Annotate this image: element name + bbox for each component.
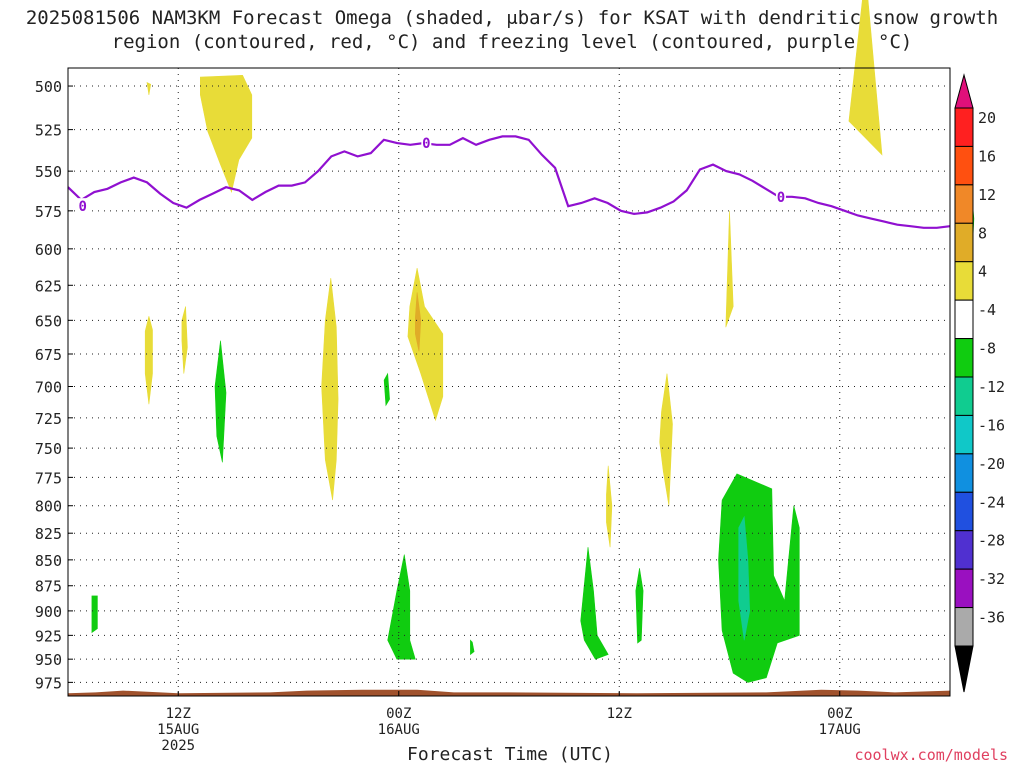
colorbar-swatch bbox=[954, 299, 974, 340]
y-tick-label: 850 bbox=[35, 552, 62, 570]
colorbar-label: -16 bbox=[978, 416, 1005, 434]
y-tick-label: 975 bbox=[35, 674, 62, 692]
y-tick-label: 750 bbox=[35, 440, 62, 458]
colorbar-top-arrow bbox=[954, 73, 974, 109]
y-tick-label: 825 bbox=[35, 525, 62, 543]
omega-area bbox=[200, 74, 253, 194]
surface-layer bbox=[68, 689, 950, 696]
freezing-level-layer: 0 0 0 bbox=[67, 135, 951, 229]
colorbar-swatch bbox=[954, 107, 974, 147]
freezing-label-bg bbox=[77, 198, 88, 213]
y-tick-label: 925 bbox=[35, 627, 62, 645]
y-tick-label: 775 bbox=[35, 469, 62, 487]
colorbar-label: -4 bbox=[978, 301, 996, 319]
y-tick-label: 650 bbox=[35, 312, 62, 330]
omega-area bbox=[146, 81, 152, 95]
plot-frame bbox=[67, 67, 951, 697]
freezing-level-label: 0 bbox=[78, 199, 86, 215]
omega-area bbox=[214, 340, 227, 463]
y-tick-label: 500 bbox=[35, 78, 62, 96]
omega-area bbox=[659, 373, 673, 506]
colorbar-label: 12 bbox=[978, 186, 996, 204]
colorbar-swatch bbox=[954, 145, 974, 186]
omega-area bbox=[738, 515, 751, 641]
omega-area bbox=[387, 554, 416, 660]
colorbar-label: -32 bbox=[978, 570, 1005, 588]
colorbar-label: -12 bbox=[978, 378, 1005, 396]
x-axis-label: Forecast Time (UTC) bbox=[407, 744, 613, 765]
freezing-level-label: 0 bbox=[777, 190, 785, 206]
x-tick-label: 16AUG bbox=[378, 722, 420, 738]
colorbar-label: 8 bbox=[978, 224, 987, 242]
y-tick-label: 550 bbox=[35, 163, 62, 181]
y-tick-label: 625 bbox=[35, 277, 62, 295]
surface-area bbox=[68, 689, 950, 696]
colorbar-label: -24 bbox=[978, 493, 1005, 511]
y-tick-label: 725 bbox=[35, 410, 62, 428]
omega-area bbox=[144, 316, 153, 405]
omega-area bbox=[181, 306, 188, 374]
colorbar-swatch bbox=[954, 184, 974, 224]
y-tick-label: 600 bbox=[35, 241, 62, 259]
omega-area bbox=[606, 465, 613, 548]
omega-area bbox=[407, 267, 444, 422]
freezing-label-bg bbox=[775, 188, 786, 203]
colorbar-label: 20 bbox=[978, 109, 996, 127]
colorbar-swatch bbox=[954, 568, 974, 609]
y-tick-label: 800 bbox=[35, 498, 62, 516]
freezing-label-bg bbox=[421, 135, 432, 150]
colorbar-swatch bbox=[954, 261, 974, 301]
y-tick-layer: 500 525 550 575 600 625 650 675 700 725 750 775 800 8… bbox=[35, 78, 73, 692]
omega-area bbox=[321, 278, 339, 501]
colorbar-swatch bbox=[954, 222, 974, 263]
omega-area bbox=[580, 547, 609, 660]
omega-area bbox=[848, 0, 883, 156]
colorbar-label: 16 bbox=[978, 147, 996, 165]
omega-area bbox=[718, 473, 800, 683]
omega-area bbox=[414, 292, 422, 352]
x-tick-label: 12Z bbox=[607, 706, 632, 722]
x-tick-label: 00Z bbox=[386, 706, 411, 722]
y-tick-label: 900 bbox=[35, 603, 62, 621]
colorbar-swatch bbox=[954, 338, 974, 378]
x-tick-label: 17AUG bbox=[819, 722, 861, 738]
colorbar-swatch bbox=[954, 530, 974, 570]
y-tick-label: 950 bbox=[35, 651, 62, 669]
omega-area bbox=[635, 568, 644, 644]
x-tick-label: 00Z bbox=[827, 706, 852, 722]
colorbar-label: 4 bbox=[978, 263, 987, 281]
omega-shading-layer bbox=[91, 0, 975, 683]
colorbar-swatch bbox=[954, 453, 974, 493]
chart-title: 2025081506 NAM3KM Forecast Omega (shaded… bbox=[25, 7, 999, 53]
freezing-level-label: 0 bbox=[422, 136, 430, 152]
y-tick-label: 575 bbox=[35, 203, 62, 221]
colorbar-label: -20 bbox=[978, 455, 1005, 473]
y-tick-label: 700 bbox=[35, 378, 62, 396]
colorbar-bottom-arrow bbox=[954, 645, 974, 693]
y-tick-label: 675 bbox=[35, 346, 62, 364]
freezing-level-line bbox=[67, 135, 951, 229]
omega-area bbox=[725, 210, 734, 328]
y-tick-label: 525 bbox=[35, 122, 62, 140]
colorbar: 20 16 12 8 4 -4 -8 -12 -16 -20 -24 -28 -32 -36 bbox=[954, 73, 1005, 693]
credit-text: coolwx.com/models bbox=[854, 746, 1008, 764]
x-tick-label: 15AUG bbox=[157, 722, 199, 738]
colorbar-label: -28 bbox=[978, 532, 1005, 550]
colorbar-label: -36 bbox=[978, 609, 1005, 627]
x-tick-label: 2025 bbox=[161, 738, 195, 754]
x-tick-label: 12Z bbox=[166, 706, 191, 722]
y-tick-label: 875 bbox=[35, 578, 62, 596]
omega-area bbox=[470, 639, 475, 656]
colorbar-swatch bbox=[954, 491, 974, 532]
colorbar-swatch bbox=[954, 376, 974, 416]
colorbar-swatch bbox=[954, 414, 974, 455]
omega-area bbox=[91, 595, 98, 634]
colorbar-label: -8 bbox=[978, 340, 996, 358]
grid-layer bbox=[68, 68, 950, 696]
colorbar-swatch bbox=[954, 607, 974, 647]
omega-area bbox=[383, 372, 390, 407]
